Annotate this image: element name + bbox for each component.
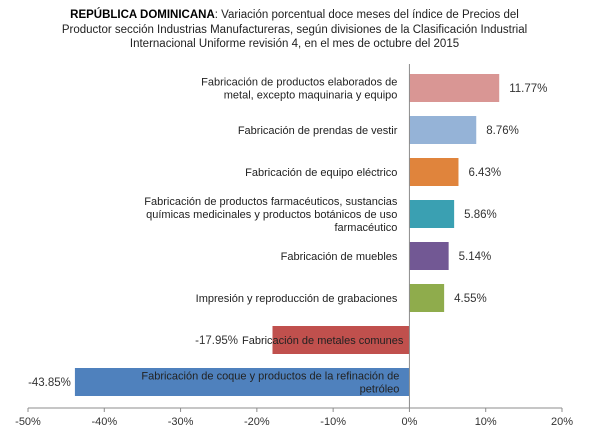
bar xyxy=(409,74,500,102)
category-label: Fabricación de muebles xyxy=(281,251,398,263)
bar xyxy=(272,326,410,354)
category-label: Fabricación de metales comunes xyxy=(242,335,404,347)
x-tick-label: -30% xyxy=(168,416,194,428)
data-label: 5.86% xyxy=(464,209,497,221)
category-label: Fabricación de productos farmacéuticos, … xyxy=(144,196,398,208)
data-label: 6.43% xyxy=(468,167,501,179)
data-label: 5.14% xyxy=(459,251,492,263)
bar xyxy=(409,242,449,270)
chart-title-line-2: Productor sección Industrias Manufacture… xyxy=(61,23,528,36)
category-label: Fabricación de productos elaborados de xyxy=(201,77,397,89)
x-tick-label: -10% xyxy=(320,416,346,428)
category-label: Impresión y reproducción de grabaciones xyxy=(196,293,398,305)
x-tick-label: 0% xyxy=(401,416,417,428)
category-label: farmacéutico xyxy=(334,222,397,234)
x-tick-label: -40% xyxy=(91,416,117,428)
category-label: químicas medicinales y productos botánic… xyxy=(146,209,397,221)
data-label: -17.95% xyxy=(195,335,238,347)
category-label: Fabricación de coque y productos de la r… xyxy=(141,371,399,383)
data-label: -43.85% xyxy=(28,377,71,389)
chart-title-line-1: REPÚBLICA DOMINICANA: Variación porcentu… xyxy=(0,8,589,23)
bar xyxy=(74,368,410,396)
x-tick-label: -20% xyxy=(244,416,270,428)
data-label: 8.76% xyxy=(486,125,519,137)
category-label: petróleo xyxy=(360,384,400,396)
x-tick-label: -50% xyxy=(15,416,41,428)
bar xyxy=(409,284,445,312)
chart-title-country: REPÚBLICA DOMINICANA xyxy=(70,9,215,21)
bar xyxy=(409,200,455,228)
chart-title: REPÚBLICA DOMINICANA: Variación porcentu… xyxy=(0,8,589,52)
x-tick-label: 20% xyxy=(551,416,573,428)
bar xyxy=(409,158,459,186)
category-label: metal, excepto maquinaria y equipo xyxy=(224,90,398,102)
category-label: Fabricación de equipo eléctrico xyxy=(245,167,397,179)
data-label: 4.55% xyxy=(454,293,487,305)
category-label: Fabricación de prendas de vestir xyxy=(238,125,398,137)
chart-title-line-3: Internacional Uniforme revisión 4, en el… xyxy=(129,38,460,50)
data-label: 11.77% xyxy=(509,83,547,95)
bar xyxy=(409,116,477,144)
chart-title-line-1-text: : Variación porcentual doce meses del ín… xyxy=(214,9,519,21)
x-tick-label: 10% xyxy=(475,416,497,428)
